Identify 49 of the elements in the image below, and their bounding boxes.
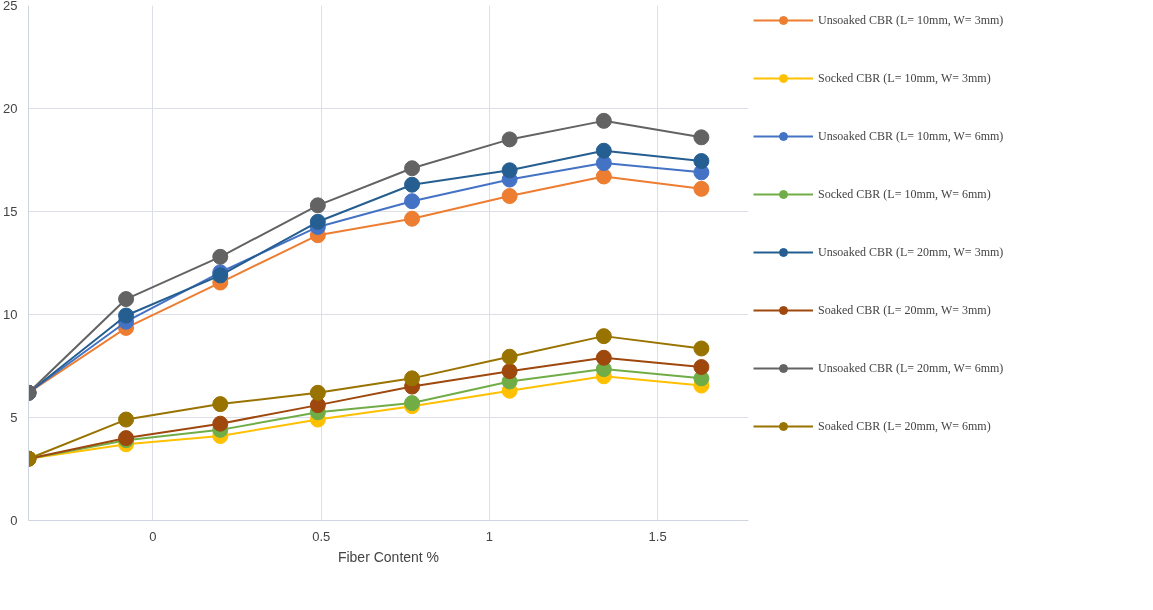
legend-label: Socked CBR (L= 10mm, W= 6mm) [818,186,991,202]
point [309,397,326,414]
y-tick-label: 25 [3,0,18,13]
point [595,112,612,129]
legend-label: Soaked CBR (L= 20mm, W= 6mm) [818,418,991,434]
point [212,396,229,413]
point [309,213,326,230]
point [693,129,710,146]
legend-label: Unsoaked CBR (L= 10mm, W= 6mm) [818,128,1004,144]
point [404,160,421,177]
legend-label: Unsoaked CBR (L= 10mm, W= 3mm) [818,12,1004,28]
y-tick-label: 20 [3,101,18,116]
x-tick-label: 0.5 [312,528,331,544]
legend-label: Unsoaked CBR (L= 20mm, W= 3mm) [818,244,1004,260]
point [309,197,326,214]
legend-label: Soaked CBR (L= 20mm, W= 3mm) [818,302,991,318]
point [693,153,710,170]
y-tick-label: 0 [10,513,18,528]
point [693,180,710,197]
point [404,176,421,193]
point [212,248,229,265]
point [118,291,135,308]
x-tick-label: 0 [149,528,157,544]
point [693,340,710,357]
point [118,411,135,428]
x-axis-title: Fiber Content % [337,548,440,565]
point [501,348,518,365]
point [309,384,326,401]
point [595,349,612,366]
legend-label: Unsoaked CBR (L= 20mm, W= 6mm) [818,360,1004,376]
x-tick-label: 1.5 [648,528,667,544]
x-tick-label: 1 [485,528,494,544]
point [501,162,518,179]
point [693,359,710,376]
point [595,168,612,185]
y-tick-label: 5 [10,410,18,425]
y-tick-label: 15 [3,204,18,219]
point [404,370,421,387]
point [212,415,229,432]
point [595,328,612,345]
point [595,142,612,159]
point [501,363,518,380]
y-tick-label: 10 [3,307,18,322]
point [501,188,518,205]
point [118,307,135,324]
legend-label: Socked CBR (L= 10mm, W= 3mm) [818,70,991,86]
point [404,210,421,227]
point [501,131,518,148]
point [404,193,421,210]
